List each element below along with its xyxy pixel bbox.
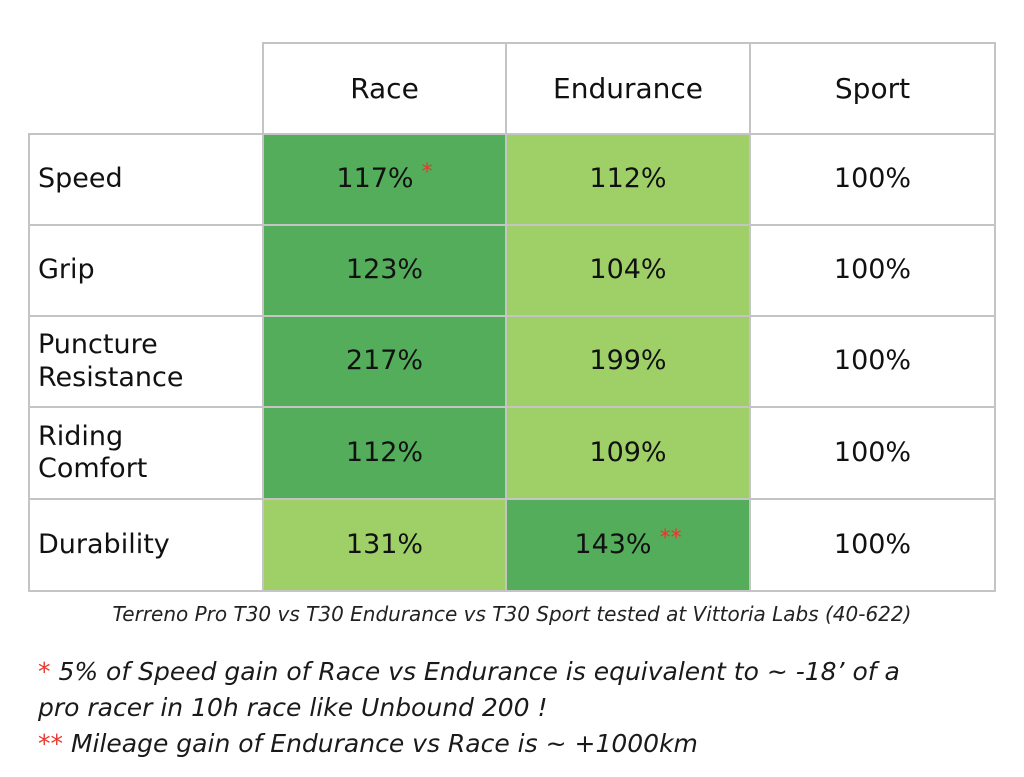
value-cell: 217%	[262, 315, 507, 408]
cell-value: 217%	[345, 345, 424, 377]
row-label-cell: Speed	[28, 133, 264, 226]
footnote-marker: **	[659, 525, 682, 551]
cell-value: 109%	[589, 436, 667, 468]
footnote-2: ** Mileage gain of Endurance vs Race is …	[38, 726, 998, 762]
value-cell: 199%	[505, 315, 751, 408]
row-label-cell: Puncture Resistance	[28, 315, 264, 408]
cell-value: 100%	[833, 163, 912, 195]
cell-value: 143%	[574, 528, 652, 560]
row-label: Durability	[38, 528, 170, 560]
value-cell: 104%	[505, 224, 751, 317]
cell-value: 100%	[833, 528, 912, 560]
value-cell: 100%	[749, 224, 996, 317]
footnote-1-text-line2: pro racer in 10h race like Unbound 200 !	[38, 693, 548, 722]
footnote-marker: *	[421, 160, 433, 186]
column-header: Sport	[834, 71, 911, 105]
cell-value: 100%	[833, 254, 912, 286]
row-label-cell: Durability	[28, 498, 264, 592]
column-header: Race	[350, 71, 419, 105]
value-cell: 100%	[749, 315, 996, 408]
table-caption: Terreno Pro T30 vs T30 Endurance vs T30 …	[112, 602, 912, 626]
cell-value: 131%	[345, 528, 424, 560]
value-cell: 123%	[262, 224, 507, 317]
cell-value: 199%	[589, 345, 667, 377]
cell-value: 123%	[345, 254, 424, 286]
value-cell: 112%	[262, 406, 507, 500]
footnote-1-continued: pro racer in 10h race like Unbound 200 !	[38, 690, 998, 726]
footnote-2-mark: **	[38, 729, 63, 758]
footnote-2-text: Mileage gain of Endurance vs Race is ~ +…	[70, 729, 698, 758]
row-label: Speed	[38, 163, 123, 195]
cell-value: 112%	[345, 436, 424, 468]
value-cell: 143% **	[505, 498, 751, 592]
footnotes: * 5% of Speed gain of Race vs Endurance …	[38, 654, 998, 762]
comparison-table: Race Endurance Sport Speed 117% * 112% 100% Grip…	[28, 42, 996, 592]
row-label: Grip	[38, 254, 95, 286]
cell-value: 104%	[589, 254, 667, 286]
value-cell: 100%	[749, 498, 996, 592]
cell-value: 100%	[833, 345, 912, 377]
value-cell: 117% *	[262, 133, 507, 226]
footnote-1-text-line1: 5% of Speed gain of Race vs Endurance is…	[58, 657, 900, 686]
column-header-cell: Race	[262, 42, 507, 135]
value-cell: 112%	[505, 133, 751, 226]
footnote-1: * 5% of Speed gain of Race vs Endurance …	[38, 654, 998, 690]
value-cell: 100%	[749, 406, 996, 500]
column-header-cell: Sport	[749, 42, 996, 135]
row-label: Riding Comfort	[38, 420, 148, 484]
value-cell: 109%	[505, 406, 751, 500]
value-cell: 100%	[749, 133, 996, 226]
row-label-cell: Riding Comfort	[28, 406, 264, 500]
row-label: Puncture Resistance	[38, 329, 184, 393]
row-label-cell: Grip	[28, 224, 264, 317]
column-header: Endurance	[553, 71, 703, 105]
cell-value: 112%	[589, 163, 667, 195]
column-header-cell: Endurance	[505, 42, 751, 135]
footnote-1-mark: *	[38, 657, 51, 686]
cell-value: 117%	[336, 163, 414, 195]
value-cell: 131%	[262, 498, 507, 592]
cell-value: 100%	[833, 436, 912, 468]
